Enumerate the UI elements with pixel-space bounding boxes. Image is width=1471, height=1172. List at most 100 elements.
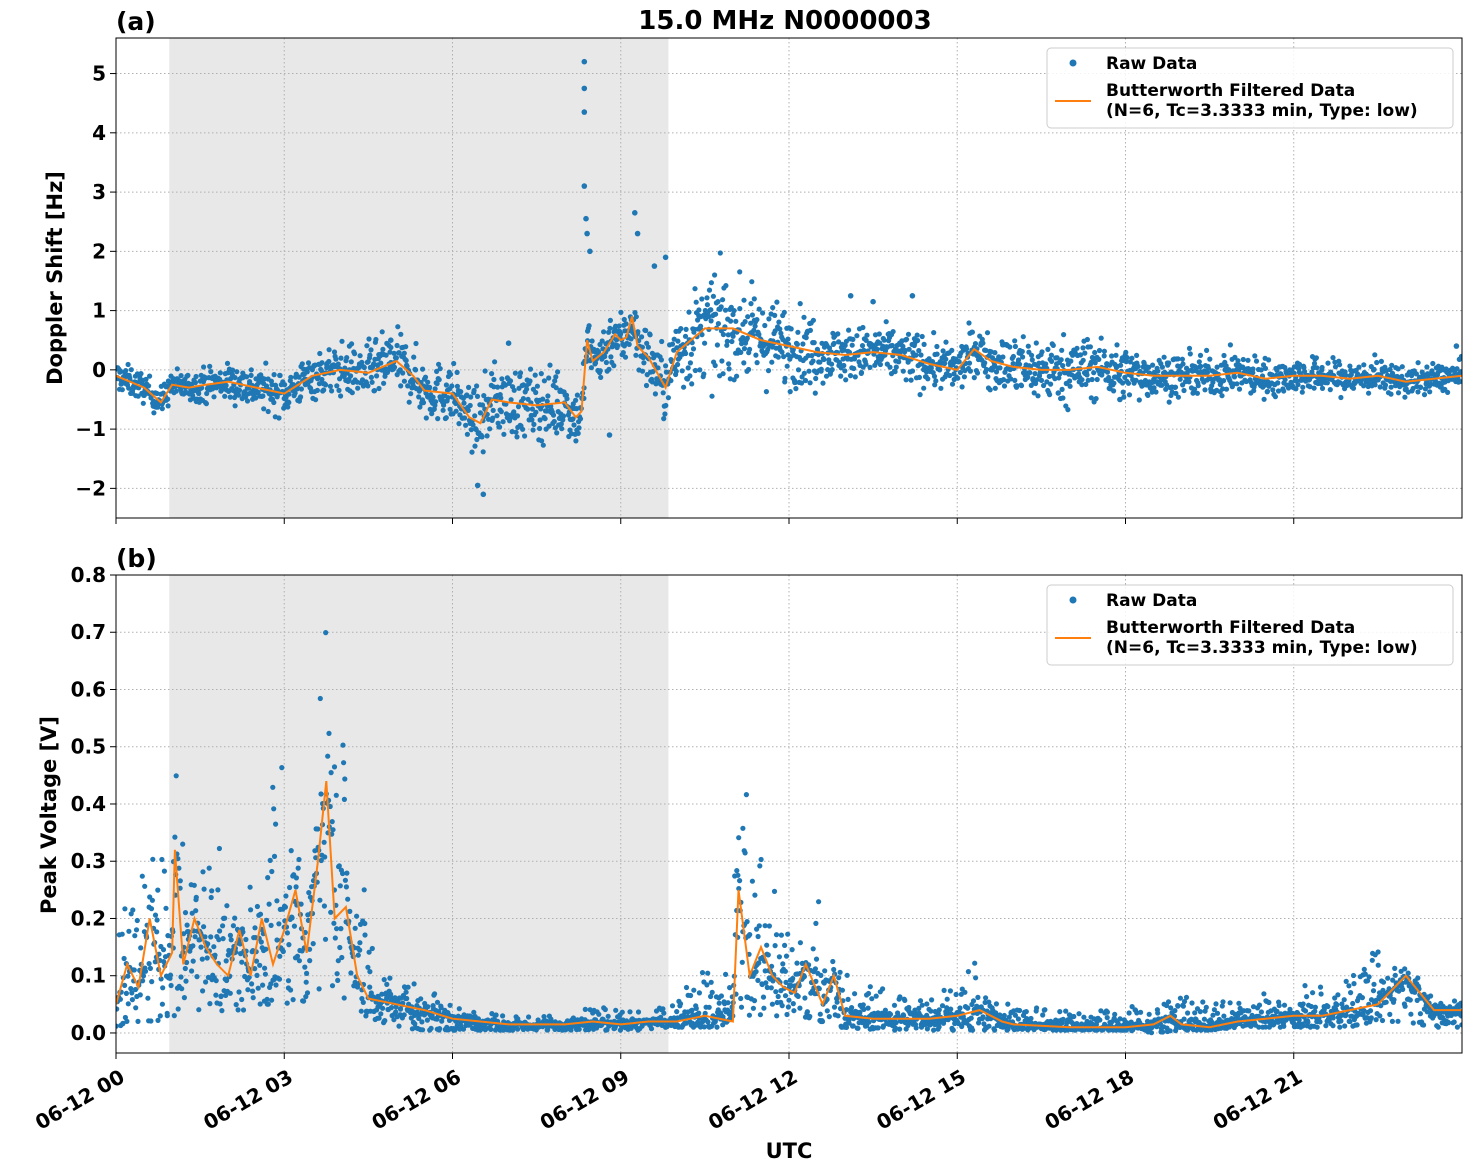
raw-data-point — [152, 912, 159, 918]
raw-data-point — [280, 948, 286, 955]
raw-data-point — [1332, 359, 1338, 365]
raw-data-point — [247, 884, 253, 890]
raw-data-point — [147, 373, 153, 379]
raw-data-point — [1275, 388, 1282, 394]
raw-data-point — [904, 336, 910, 342]
raw-data-point — [1074, 345, 1080, 351]
raw-data-point — [644, 340, 650, 346]
raw-data-point — [207, 1001, 213, 1007]
raw-data-point — [932, 382, 938, 388]
legend-raw-marker — [1069, 59, 1077, 67]
raw-data-point — [154, 929, 160, 935]
raw-data-point — [1180, 361, 1186, 367]
raw-data-point — [227, 990, 233, 996]
raw-data-point — [861, 347, 867, 353]
raw-data-point — [1382, 382, 1389, 388]
raw-data-point — [296, 856, 302, 863]
raw-data-point — [810, 946, 816, 952]
raw-data-point — [1231, 374, 1238, 380]
raw-data-point — [971, 375, 977, 381]
raw-data-point — [143, 376, 149, 382]
raw-data-point — [224, 903, 230, 909]
raw-data-point — [964, 346, 970, 352]
raw-data-point — [130, 907, 136, 913]
raw-data-point — [1296, 365, 1302, 371]
raw-data-point — [1057, 371, 1063, 377]
raw-data-point — [305, 360, 312, 366]
raw-data-point — [723, 971, 729, 978]
raw-data-point — [1245, 357, 1251, 363]
raw-data-point — [1032, 371, 1038, 377]
raw-data-point — [334, 926, 340, 932]
raw-data-point — [782, 375, 788, 381]
raw-data-point — [819, 1018, 826, 1025]
raw-data-point — [173, 388, 179, 394]
raw-data-point — [355, 952, 361, 958]
raw-data-point — [546, 375, 552, 381]
raw-data-point — [1112, 1011, 1118, 1018]
raw-data-point — [738, 349, 744, 355]
raw-data-point — [1114, 342, 1120, 348]
raw-data-point — [276, 921, 282, 927]
raw-data-point — [901, 1013, 907, 1019]
raw-data-point — [865, 1005, 871, 1011]
raw-data-point — [140, 978, 146, 984]
raw-data-point — [448, 371, 454, 377]
raw-data-point — [859, 343, 866, 349]
raw-data-point — [513, 429, 519, 435]
raw-data-point — [288, 987, 294, 993]
raw-data-point — [357, 353, 363, 359]
raw-data-point — [807, 1013, 813, 1020]
raw-data-point — [718, 304, 724, 310]
raw-data-point — [1036, 360, 1042, 366]
raw-data-point — [1234, 381, 1240, 387]
raw-data-point — [328, 770, 334, 776]
raw-data-point — [252, 925, 258, 931]
raw-data-point — [1138, 379, 1144, 385]
raw-data-point — [271, 853, 278, 860]
raw-data-point — [957, 1005, 963, 1011]
raw-data-point — [165, 403, 171, 409]
raw-data-point — [222, 915, 228, 921]
raw-data-point — [785, 336, 791, 342]
raw-data-point — [201, 364, 207, 370]
raw-data-point — [1039, 349, 1045, 355]
raw-data-point — [713, 311, 719, 317]
raw-data-point — [322, 936, 329, 942]
raw-data-point — [658, 1014, 664, 1021]
raw-data-point — [756, 331, 762, 338]
raw-data-point — [258, 939, 264, 945]
raw-data-point — [117, 368, 123, 374]
raw-data-point — [443, 415, 449, 421]
raw-data-point — [708, 307, 714, 313]
raw-data-point — [456, 1006, 462, 1012]
raw-data-point — [317, 897, 323, 903]
raw-data-point — [577, 416, 584, 422]
raw-data-point — [124, 1018, 130, 1024]
raw-data-point — [1258, 1009, 1264, 1015]
raw-data-point — [1121, 394, 1127, 400]
raw-data-point — [972, 341, 979, 347]
raw-data-point — [606, 329, 612, 335]
raw-data-point — [1000, 354, 1006, 360]
raw-data-point — [179, 986, 185, 992]
raw-data-point — [576, 1026, 582, 1032]
raw-data-point — [655, 365, 661, 371]
raw-data-point — [193, 908, 199, 914]
raw-data-point — [206, 865, 212, 871]
raw-data-point — [167, 972, 174, 978]
raw-data-point — [333, 356, 339, 362]
raw-data-point — [817, 359, 823, 365]
raw-data-point — [1418, 384, 1424, 390]
raw-data-point — [639, 368, 646, 374]
raw-data-point — [116, 1023, 119, 1029]
raw-data-point — [345, 896, 351, 902]
raw-data-point — [801, 370, 807, 376]
raw-data-point — [1300, 1023, 1306, 1029]
raw-data-point — [634, 230, 641, 237]
raw-data-point — [1067, 378, 1073, 384]
raw-data-point — [1202, 387, 1208, 393]
raw-data-point — [794, 960, 800, 966]
raw-data-point — [1001, 1012, 1007, 1019]
raw-data-point — [659, 338, 665, 345]
